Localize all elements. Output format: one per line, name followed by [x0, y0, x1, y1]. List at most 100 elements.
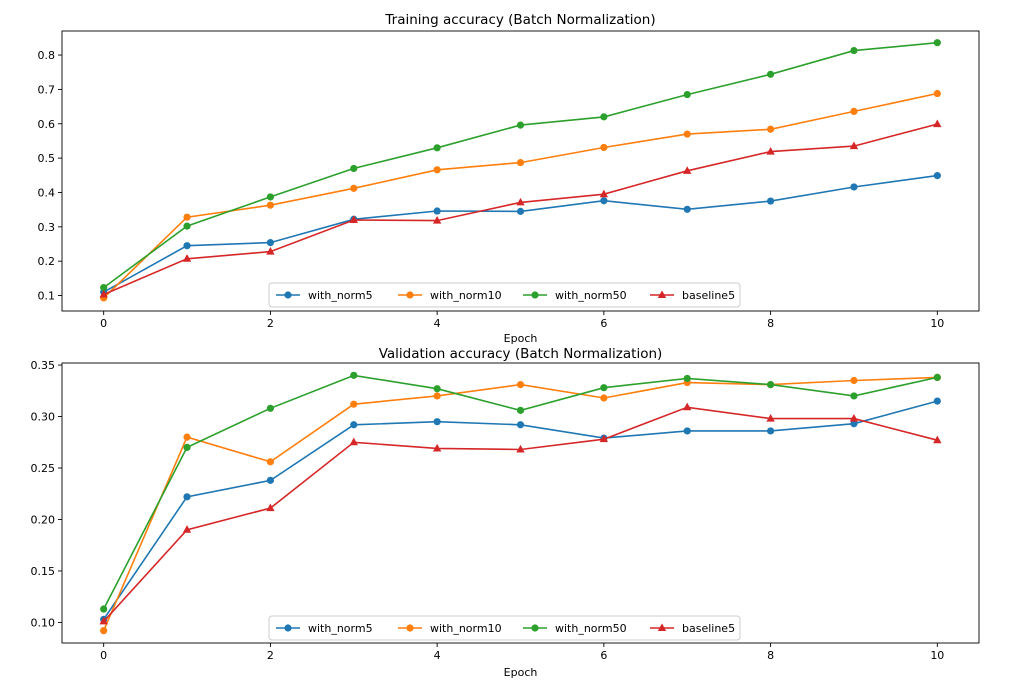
data-point [933, 119, 942, 128]
data-point [600, 143, 608, 152]
legend-marker [284, 624, 292, 632]
series-baseline5 [99, 402, 942, 625]
data-point [182, 254, 192, 262]
data-point [766, 427, 775, 435]
series-with_norm5 [100, 172, 941, 296]
legend-label: with_norm50 [555, 289, 627, 302]
data-point [849, 413, 859, 422]
legend-box [268, 615, 741, 641]
legend-marker [284, 291, 292, 299]
x-tick-label: 0 [100, 317, 107, 330]
data-point [850, 183, 858, 191]
data-point [683, 166, 692, 174]
data-point [850, 392, 858, 400]
data-point [100, 627, 108, 635]
data-point [599, 189, 609, 198]
y-tick-label: 0.35 [31, 359, 56, 372]
y-tick-label: 0.10 [31, 616, 56, 629]
series-with_norm10 [100, 373, 941, 635]
data-point [350, 421, 358, 429]
legend-label: baseline5 [682, 289, 735, 302]
series-line [102, 376, 938, 631]
legend-item-with_norm50: with_norm50 [523, 622, 627, 635]
legend-label: with_norm50 [555, 622, 627, 635]
data-point [183, 443, 191, 452]
y-tick-label: 0.8 [38, 49, 56, 62]
data-point [683, 205, 691, 213]
data-point [433, 207, 441, 215]
chart-panel-1: Validation accuracy (Batch Normalization… [31, 346, 980, 679]
data-point [766, 70, 775, 78]
data-point [933, 435, 942, 444]
data-point [349, 215, 358, 223]
legend-label: baseline5 [682, 622, 735, 635]
data-point [599, 434, 609, 443]
data-point [516, 121, 525, 129]
data-point [933, 39, 941, 47]
data-point [182, 525, 192, 533]
data-point [433, 385, 441, 393]
data-point [600, 113, 608, 121]
legend-label: with_norm10 [430, 289, 502, 302]
data-point [99, 616, 108, 625]
data-point [100, 605, 108, 613]
data-point [350, 371, 358, 379]
series-with_norm50 [100, 371, 941, 613]
data-point [432, 216, 442, 224]
data-point [766, 125, 775, 133]
legend-marker [657, 290, 667, 298]
data-point [183, 242, 191, 250]
plot-frame [61, 30, 980, 312]
data-point [516, 444, 525, 453]
x-tick-label: 8 [767, 649, 774, 662]
legend-item-with_norm10: with_norm10 [398, 289, 502, 302]
series-baseline5 [99, 119, 942, 298]
legend-marker [657, 623, 667, 631]
data-point [516, 381, 525, 389]
y-tick-label: 0.2 [38, 255, 56, 268]
chart-title: Training accuracy (Batch Normalization) [384, 12, 655, 28]
data-point [600, 197, 608, 205]
legend-item-with_norm5: with_norm5 [276, 289, 373, 302]
legend-marker [531, 624, 539, 632]
data-point [850, 107, 858, 115]
legend-label: with_norm5 [308, 289, 373, 302]
data-point [266, 239, 275, 247]
x-axis-label: Epoch [504, 666, 538, 679]
y-tick-label: 0.3 [38, 221, 56, 234]
data-point [433, 166, 441, 174]
legend-item-baseline5: baseline5 [650, 289, 735, 302]
data-point [516, 158, 525, 167]
data-point [266, 458, 275, 466]
x-tick-label: 0 [100, 649, 107, 662]
data-point [766, 197, 775, 205]
y-tick-label: 0.1 [38, 290, 56, 303]
x-tick-label: 2 [267, 317, 274, 330]
data-point [183, 222, 191, 230]
y-tick-label: 0.30 [31, 411, 56, 424]
y-tick-label: 0.4 [38, 186, 56, 199]
data-point [433, 392, 441, 400]
x-tick-label: 10 [930, 649, 944, 662]
y-tick-label: 0.6 [38, 118, 56, 131]
data-point [933, 172, 941, 180]
data-point [766, 146, 775, 155]
x-tick-label: 10 [930, 317, 944, 330]
data-point [266, 404, 275, 412]
data-point [850, 420, 858, 428]
data-point [849, 141, 859, 150]
series-line [103, 174, 938, 293]
data-point [683, 374, 691, 383]
data-point [933, 89, 941, 98]
data-point [516, 207, 525, 215]
y-tick-label: 0.5 [38, 152, 56, 165]
data-point [266, 201, 275, 209]
legend-marker [406, 291, 414, 299]
data-point [183, 493, 191, 501]
data-point [933, 397, 941, 405]
data-point [766, 381, 775, 389]
data-point [349, 437, 358, 446]
data-point [433, 144, 441, 152]
series-line [103, 400, 938, 620]
